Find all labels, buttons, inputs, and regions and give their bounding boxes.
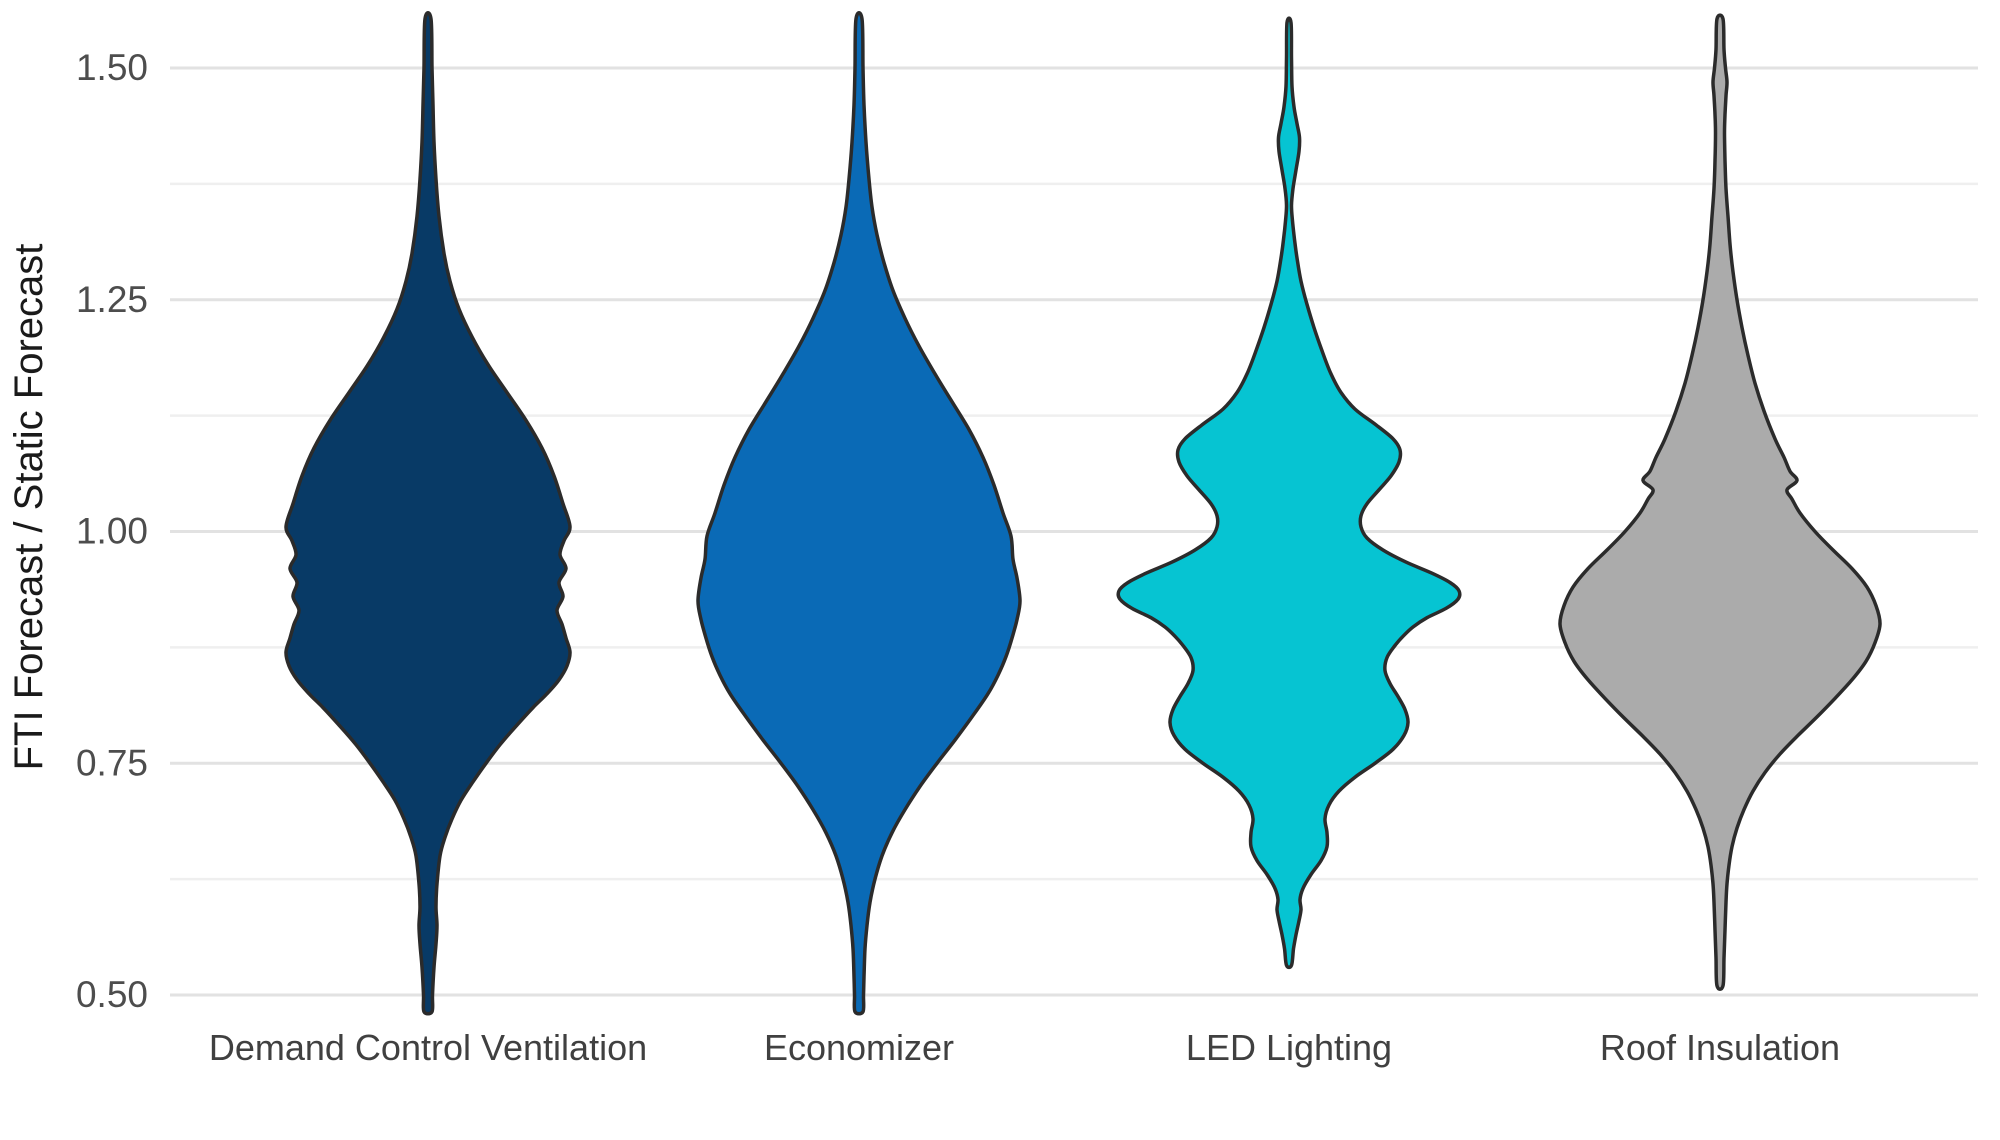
y-tick-label: 1.00	[76, 511, 148, 552]
violin-led-lighting	[1116, 16, 1462, 970]
y-tick-label: 0.50	[76, 974, 148, 1015]
violin-demand-control-ventilation	[284, 11, 572, 1016]
y-axis-title: FTI Forecast / Static Forecast	[7, 244, 51, 771]
violin-roof-insulation	[1558, 13, 1882, 991]
y-tick-label: 1.25	[76, 279, 148, 320]
y-axis-tick-labels: 1.50 1.25 1.00 0.75 0.50	[76, 47, 148, 1015]
x-category-label: Roof Insulation	[1600, 1027, 1840, 1068]
x-category-label: Demand Control Ventilation	[209, 1027, 647, 1068]
x-category-label: Economizer	[764, 1027, 954, 1068]
violin-economizer	[696, 11, 1022, 1016]
x-axis-category-labels: Demand Control Ventilation Economizer LED …	[209, 1027, 1840, 1068]
x-category-label: LED Lighting	[1186, 1027, 1392, 1068]
y-tick-label: 0.75	[76, 742, 148, 783]
y-tick-label: 1.50	[76, 47, 148, 88]
violin-shapes	[284, 11, 1882, 1016]
